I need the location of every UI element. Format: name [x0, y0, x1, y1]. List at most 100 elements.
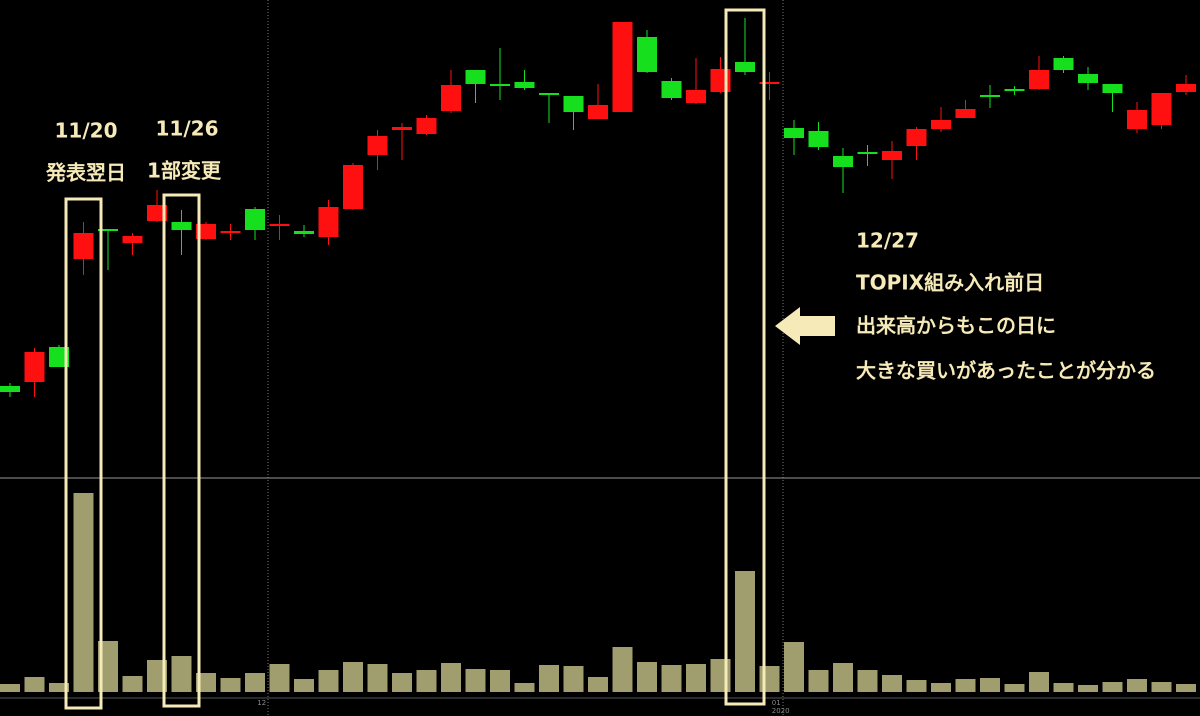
annotation: 大きな買いがあったことが分かる: [856, 359, 1156, 383]
volume-bar: [24, 677, 45, 692]
candle-body: [1029, 70, 1049, 89]
candle-body: [857, 152, 878, 154]
volume-bar: [1127, 679, 1147, 692]
candle-body: [735, 62, 755, 72]
volume-bar: [637, 662, 657, 692]
candle-body: [171, 222, 192, 230]
candle-body: [882, 151, 902, 160]
candle-body: [392, 127, 412, 130]
candle-body: [931, 120, 951, 129]
candle-body: [955, 109, 976, 118]
volume-bar: [416, 670, 437, 692]
volume-bar: [661, 665, 682, 692]
candle-body: [808, 131, 829, 147]
volume-bar: [1176, 684, 1196, 692]
candle-body: [122, 236, 143, 243]
candle-body: [1176, 84, 1196, 92]
volume-bar: [955, 679, 976, 692]
candle-body: [490, 84, 510, 86]
candle-body: [24, 352, 45, 382]
candle-body: [343, 165, 363, 209]
volume-bar: [1004, 684, 1025, 692]
volume-bar: [196, 673, 216, 692]
candle-body: [1078, 74, 1098, 83]
candle-body: [686, 90, 706, 103]
candle-body: [661, 81, 682, 98]
volume-bar: [490, 670, 510, 692]
candle-body: [147, 205, 167, 221]
highlight-box: [64, 197, 103, 710]
volume-bar: [441, 663, 461, 692]
volume-bar: [1102, 682, 1123, 692]
volume-bar: [171, 656, 192, 692]
annotation: 発表翌日: [45, 161, 126, 185]
volume-bar: [269, 664, 290, 692]
candle-body: [637, 37, 657, 72]
candle-body: [416, 118, 437, 134]
volume-bar: [220, 678, 241, 692]
volume-bar: [465, 669, 486, 692]
volume-bar: [1029, 672, 1049, 692]
annotation: 11/26: [156, 117, 219, 141]
annotation: TOPIX組み入れ前日: [856, 271, 1044, 295]
candle-body: [980, 95, 1000, 97]
volume-bar: [122, 676, 143, 692]
candle-body: [1004, 89, 1025, 91]
volume-bar: [514, 683, 535, 692]
candle-body: [906, 129, 927, 146]
candle-body: [294, 231, 314, 234]
volume-bar: [563, 666, 584, 692]
volume-bar: [784, 642, 804, 692]
candle-body: [441, 85, 461, 111]
candle-body: [563, 96, 584, 112]
candle-body: [588, 105, 608, 119]
candle-body: [1127, 110, 1147, 129]
volume-bar: [833, 663, 853, 692]
x-tick-label: 01: [772, 699, 781, 707]
candle-body: [196, 224, 216, 239]
volume-bar: [245, 673, 265, 692]
candle-body: [612, 22, 633, 112]
volume-bar: [808, 670, 829, 692]
x-tick-sublabel: 2020: [772, 707, 790, 715]
volume-bar: [343, 662, 363, 692]
candle-body: [98, 229, 118, 231]
volume-bar: [931, 683, 951, 692]
volume-bar: [1151, 682, 1172, 692]
candle-body: [833, 156, 853, 167]
volume-bar: [1078, 685, 1098, 692]
highlight-box: [724, 8, 766, 706]
annotation: 11/20: [55, 119, 118, 143]
volume-bar: [49, 683, 69, 692]
candle-body: [269, 224, 290, 226]
volume-bar: [367, 664, 388, 692]
volume-bar: [588, 677, 608, 692]
volume-bar: [980, 678, 1000, 692]
candle-body: [465, 70, 486, 84]
x-tick-label: 12: [257, 699, 266, 707]
volume-bar: [392, 673, 412, 692]
candle-body: [73, 233, 94, 259]
volume-bar: [1053, 683, 1074, 692]
candle-body: [1151, 93, 1172, 125]
volume-bar: [318, 670, 339, 692]
volume-bar: [612, 647, 633, 692]
volume-bar: [539, 665, 559, 692]
volume-bar: [882, 675, 902, 692]
volume-bar: [857, 670, 878, 692]
candle-body: [49, 347, 69, 367]
volume-bar: [686, 664, 706, 692]
candle-body: [784, 128, 804, 138]
candle-body: [1102, 84, 1123, 93]
annotation: 出来高からもこの日に: [856, 314, 1056, 338]
volume-bar: [735, 571, 755, 692]
volume-bar: [906, 680, 927, 692]
candle-body: [245, 209, 265, 230]
annotation: 1部変更: [147, 159, 222, 183]
candle-body: [1053, 58, 1074, 70]
volume-bar: [147, 660, 167, 692]
candle-body: [759, 82, 780, 84]
candle-body: [539, 93, 559, 95]
